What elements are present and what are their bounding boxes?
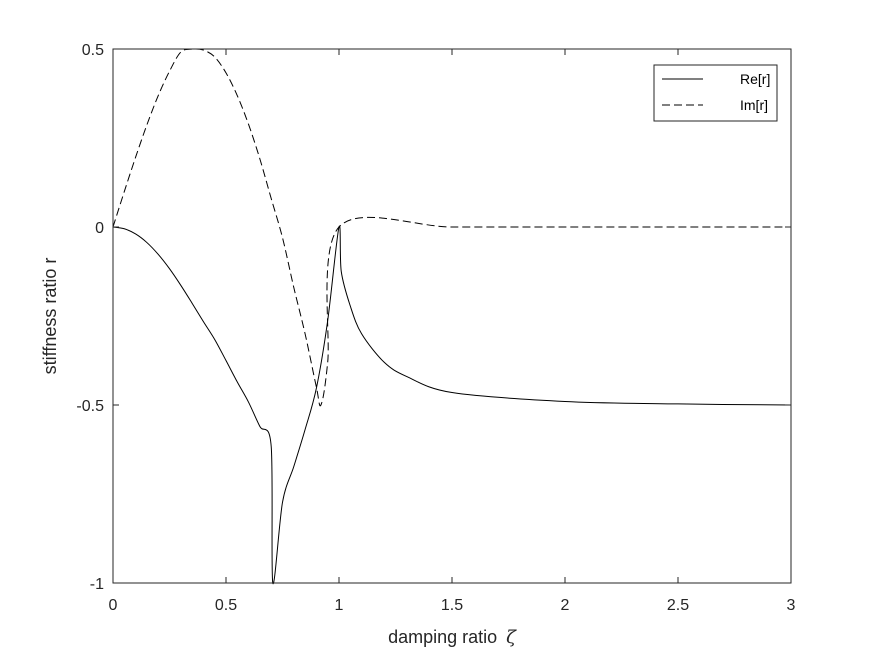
legend: Re[r] Im[r]: [653, 64, 778, 122]
series-layer: [112, 48, 792, 584]
y-axis-label: stiffness ratio r: [40, 258, 60, 375]
plot-frame: [112, 48, 792, 584]
legend-box: [653, 64, 778, 122]
series-line-im: [112, 48, 791, 407]
y-tick-label: -0.5: [76, 398, 104, 415]
x-tick-label: 1: [335, 597, 344, 614]
plot-area: [113, 49, 791, 583]
x-tick-label: 1.5: [441, 597, 463, 614]
legend-label-re: Re[r]: [740, 71, 770, 87]
x-tick-label: 2: [561, 597, 570, 614]
legend-label-im: Im[r]: [740, 97, 768, 113]
y-tick-label: -1: [90, 576, 104, 593]
x-tick-label: 0.5: [215, 597, 237, 614]
x-tick-label: 3: [787, 597, 796, 614]
ticks-layer: 0 0.5 1 1.5 2 2.5 3 -1 -0.5 0 0.5: [76, 42, 795, 614]
y-tick-label: 0.5: [82, 42, 104, 59]
x-axis-label-symbol: ζ: [506, 627, 517, 648]
series-line-re: [112, 225, 792, 584]
y-tick-label: 0: [95, 220, 104, 237]
x-tick-label: 0: [109, 597, 118, 614]
x-axis-label: damping ratio ζ: [388, 627, 517, 648]
x-axis-label-text: damping ratio: [388, 627, 497, 647]
x-tick-label: 2.5: [667, 597, 689, 614]
